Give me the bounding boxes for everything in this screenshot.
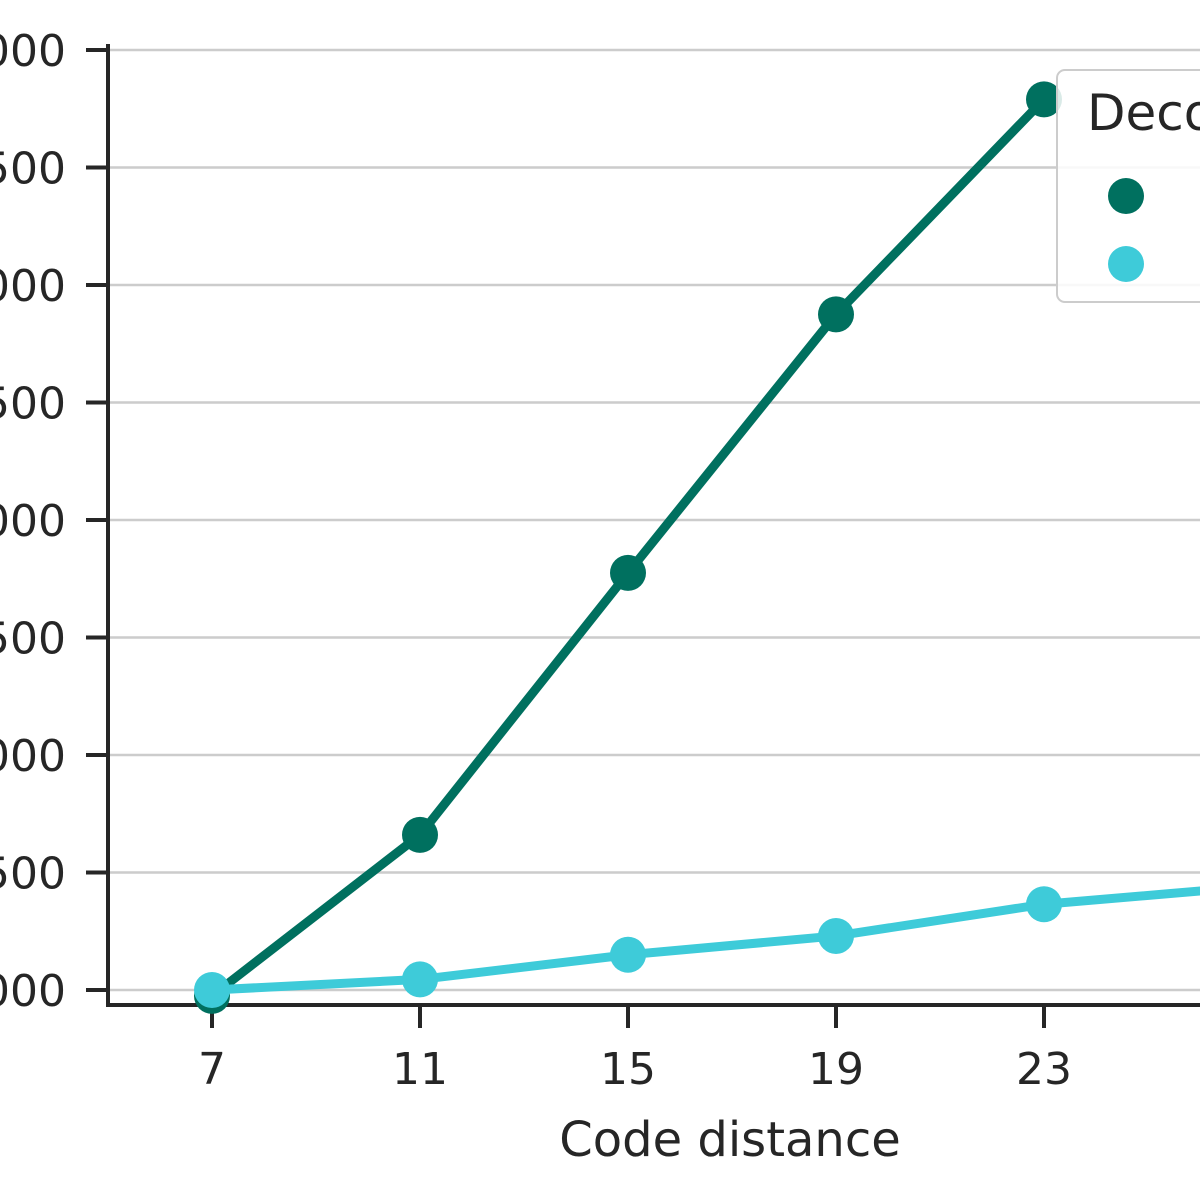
series-2-point: [818, 917, 854, 954]
series-1-point: [818, 296, 854, 333]
y-tick-label: 000: [0, 26, 66, 77]
series-2-point: [194, 972, 230, 1008]
series-line-2: [207, 886, 1200, 995]
series-2-point: [402, 961, 438, 998]
legend-marker-series-1: [1108, 178, 1144, 214]
y-tick-label: 500: [0, 144, 66, 195]
axes: [106, 44, 1200, 1007]
legend: Deco: [1056, 69, 1200, 303]
y-ticks: 000 500 000 500 000 500 000 500 000: [0, 26, 108, 1017]
series-2-point: [610, 936, 646, 973]
gridlines: [110, 48, 1200, 992]
x-tick-label: 19: [808, 1044, 864, 1095]
legend-title: Deco: [1087, 84, 1200, 142]
y-tick-label: 500: [0, 379, 66, 430]
x-tick-label: 15: [600, 1044, 656, 1095]
y-tick-label: 000: [0, 496, 66, 547]
y-tick-label: 500: [0, 614, 66, 665]
x-axis-label: Code distance: [559, 1112, 901, 1168]
y-tick-label: 000: [0, 966, 66, 1017]
y-tick-label: 000: [0, 261, 66, 312]
y-tick-label: 000: [0, 731, 66, 782]
series-2-point: [1026, 886, 1062, 923]
y-tick-label: 500: [0, 849, 66, 900]
x-tick-label: 23: [1016, 1044, 1072, 1095]
series-1-point: [1026, 81, 1062, 118]
x-tick-label: 11: [392, 1044, 448, 1095]
x-ticks: 7 11 15 19 23: [198, 1006, 1072, 1095]
series-1-point: [610, 554, 646, 591]
series-line-1: [207, 94, 1049, 1001]
x-tick-label: 7: [198, 1044, 226, 1095]
legend-marker-series-2: [1108, 246, 1144, 282]
series-group: [194, 81, 1200, 1014]
series-1-point: [402, 816, 438, 853]
